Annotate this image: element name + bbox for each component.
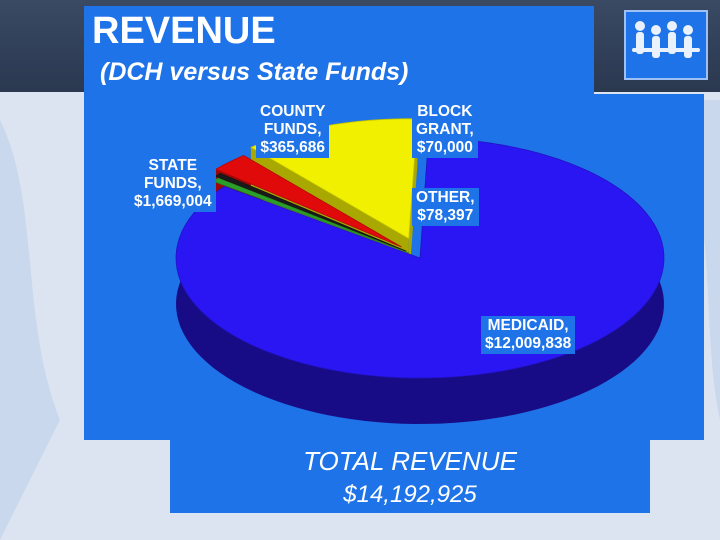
county-funds-label-line2: FUNDS,	[263, 121, 322, 138]
block-grant-label-value: $70,000	[416, 139, 473, 156]
county-funds-label-line1: COUNTY	[260, 103, 326, 120]
medicaid-data-label: MEDICAID, $12,009,838	[481, 316, 576, 354]
state-funds-label-value: $1,669,004	[134, 193, 212, 210]
total-revenue-box: TOTAL REVENUE $14,192,925	[170, 440, 650, 513]
county-funds-slice	[214, 155, 402, 248]
title-panel	[84, 6, 594, 94]
other-label-name: OTHER,	[416, 189, 475, 206]
state-funds-label-line2: FUNDS,	[143, 175, 202, 192]
people-group-logo-icon	[624, 10, 708, 80]
block-grant-label-line2: GRANT,	[416, 121, 474, 138]
block-grant-data-label: BLOCK GRANT, $70,000	[412, 102, 478, 158]
slide-title: REVENUE	[92, 10, 276, 52]
state-funds-data-label: STATE FUNDS, $1,669,004	[130, 156, 216, 212]
slide-subtitle: (DCH versus State Funds)	[100, 58, 409, 86]
medicaid-label-name: MEDICAID,	[487, 317, 569, 334]
block-grant-label-line1: BLOCK	[417, 103, 473, 120]
total-revenue-label: TOTAL REVENUE	[303, 446, 517, 476]
county-funds-data-label: COUNTY FUNDS, $365,686	[256, 102, 330, 158]
other-label-value: $78,397	[417, 207, 474, 224]
total-revenue-value: $14,192,925	[343, 481, 477, 508]
state-funds-label-line1: STATE	[148, 157, 198, 174]
county-funds-label-value: $365,686	[260, 139, 326, 156]
medicaid-label-value: $12,009,838	[485, 335, 572, 352]
other-data-label: OTHER, $78,397	[412, 188, 479, 226]
block-grant-slice	[214, 172, 407, 252]
